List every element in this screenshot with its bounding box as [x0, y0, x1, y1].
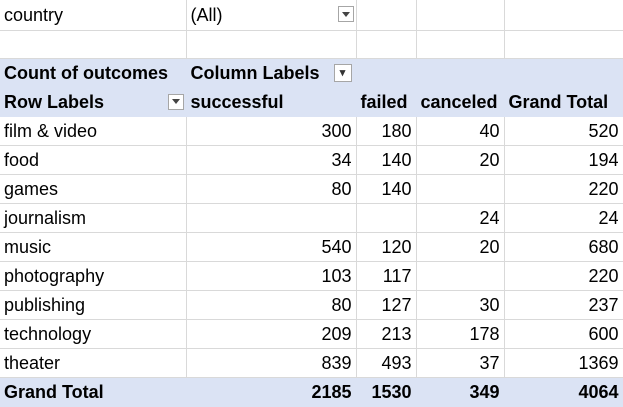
value-cell[interactable]: 237 [504, 290, 623, 320]
column-header-successful: successful [186, 87, 357, 117]
row-label[interactable]: games [0, 174, 187, 204]
row-label[interactable]: theater [0, 348, 187, 378]
chevron-down-icon [341, 11, 350, 17]
value-cell[interactable]: 80 [186, 174, 357, 204]
value-cell[interactable]: 140 [356, 174, 417, 204]
chevron-down-icon [171, 99, 180, 104]
pivot-header-row: Count of outcomes Column Labels ▾ [0, 57, 623, 88]
value-cell[interactable]: 30 [416, 290, 505, 320]
value-cell[interactable]: 103 [186, 261, 357, 291]
table-row: theater 839 493 37 1369 [0, 348, 623, 378]
value-cell[interactable]: 194 [504, 145, 623, 175]
value-cell[interactable]: 209 [186, 319, 357, 349]
table-row: technology 209 213 178 600 [0, 319, 623, 349]
grand-total-successful: 2185 [186, 376, 357, 407]
value-cell[interactable]: 24 [504, 203, 623, 233]
cell[interactable] [416, 0, 505, 31]
column-labels-header[interactable]: Column Labels ▾ [186, 57, 357, 88]
value-cell[interactable]: 540 [186, 232, 357, 262]
row-label[interactable]: photography [0, 261, 187, 291]
grand-total-canceled: 349 [416, 376, 505, 407]
cell [504, 57, 623, 88]
value-cell[interactable]: 600 [504, 319, 623, 349]
value-cell[interactable]: 493 [356, 348, 417, 378]
value-cell[interactable]: 839 [186, 348, 357, 378]
filter-sort-icon[interactable]: ▾ [333, 63, 352, 82]
value-cell[interactable]: 180 [356, 116, 417, 146]
column-header-row: Row Labels successful failed canceled Gr… [0, 87, 623, 117]
value-cell[interactable]: 520 [504, 116, 623, 146]
value-cell[interactable]: 213 [356, 319, 417, 349]
column-header-grand-total: Grand Total [504, 87, 623, 117]
value-cell[interactable]: 220 [504, 174, 623, 204]
cell[interactable] [416, 30, 505, 59]
table-row: photography 103 117 220 [0, 261, 623, 291]
filter-dropdown-button[interactable] [337, 6, 354, 22]
cell[interactable] [504, 30, 623, 59]
value-cell[interactable]: 127 [356, 290, 417, 320]
grand-total-grand-total: 4064 [504, 376, 623, 407]
empty-row [0, 30, 623, 59]
table-row: games 80 140 220 [0, 174, 623, 204]
cell[interactable] [0, 30, 187, 59]
filter-value: (All) [190, 4, 223, 25]
pivot-body: film & video 300 180 40 520 food 34 140 20 194 gam… [0, 116, 623, 378]
filter-row: country (All) [0, 0, 623, 31]
value-cell[interactable] [356, 203, 417, 233]
value-cell[interactable]: 20 [416, 232, 505, 262]
corner-label: Count of outcomes [0, 57, 187, 88]
column-labels-text: Column Labels [190, 62, 320, 83]
table-row: film & video 300 180 40 520 [0, 116, 623, 146]
value-cell[interactable]: 34 [186, 145, 357, 175]
row-label[interactable]: journalism [0, 203, 187, 233]
value-cell[interactable] [416, 261, 505, 291]
value-cell[interactable]: 37 [416, 348, 505, 378]
value-cell[interactable]: 117 [356, 261, 417, 291]
value-cell[interactable]: 178 [416, 319, 505, 349]
filter-value-cell[interactable]: (All) [186, 0, 357, 31]
value-cell[interactable] [416, 174, 505, 204]
row-label[interactable]: food [0, 145, 187, 175]
table-row: food 34 140 20 194 [0, 145, 623, 175]
row-label[interactable]: film & video [0, 116, 187, 146]
column-header-canceled: canceled [416, 87, 505, 117]
cell[interactable] [356, 0, 417, 31]
row-labels-text: Row Labels [4, 91, 105, 112]
value-cell[interactable]: 680 [504, 232, 623, 262]
value-cell[interactable]: 20 [416, 145, 505, 175]
value-cell[interactable]: 40 [416, 116, 505, 146]
cell [356, 57, 417, 88]
value-cell[interactable]: 300 [186, 116, 357, 146]
cell[interactable] [504, 0, 623, 31]
row-label[interactable]: publishing [0, 290, 187, 320]
grand-total-label: Grand Total [0, 376, 187, 407]
grand-total-failed: 1530 [356, 376, 417, 407]
cell[interactable] [186, 30, 357, 59]
grand-total-row: Grand Total 2185 1530 349 4064 [0, 376, 623, 407]
row-label[interactable]: technology [0, 319, 187, 349]
value-cell[interactable] [186, 203, 357, 233]
filter-field-label: country [0, 0, 187, 31]
column-header-failed: failed [356, 87, 417, 117]
row-label[interactable]: music [0, 232, 187, 262]
value-cell[interactable]: 120 [356, 232, 417, 262]
table-row: journalism 24 24 [0, 203, 623, 233]
cell [416, 57, 505, 88]
value-cell[interactable]: 80 [186, 290, 357, 320]
value-cell[interactable]: 220 [504, 261, 623, 291]
value-cell[interactable]: 140 [356, 145, 417, 175]
row-labels-dropdown[interactable] [167, 93, 184, 110]
cell[interactable] [356, 30, 417, 59]
value-cell[interactable]: 1369 [504, 348, 623, 378]
table-row: publishing 80 127 30 237 [0, 290, 623, 320]
table-row: music 540 120 20 680 [0, 232, 623, 262]
row-labels-header[interactable]: Row Labels [0, 87, 187, 117]
value-cell[interactable]: 24 [416, 203, 505, 233]
